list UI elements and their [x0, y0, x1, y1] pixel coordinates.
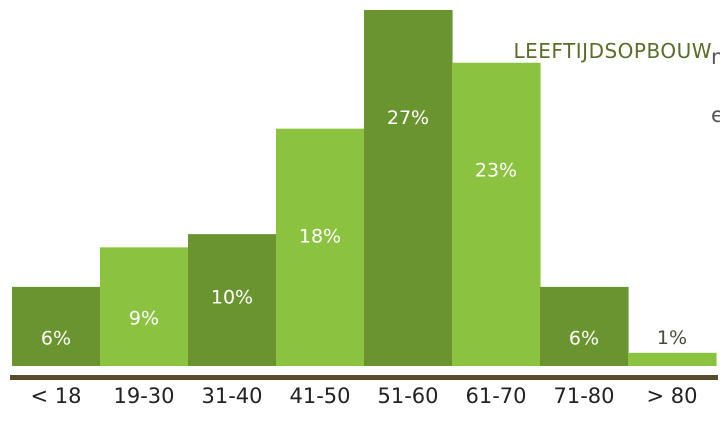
x-tick-label-4: 41-50	[289, 384, 350, 408]
x-axis-baseline	[10, 375, 718, 380]
bar-value-label-2: 9%	[129, 308, 159, 330]
x-tick-label-2: 19-30	[113, 384, 174, 408]
x-tick-label-8: > 80	[647, 384, 698, 408]
bar-1	[12, 286, 101, 366]
bar-value-label-1: 6%	[41, 327, 71, 349]
bar-value-label-5: 27%	[387, 107, 429, 129]
bar-5	[364, 10, 453, 366]
x-tick-label-6: 61-70	[465, 384, 526, 408]
bar-2	[100, 247, 189, 366]
bar-7	[540, 286, 629, 366]
x-tick-labels-group: < 18 19-30 31-40 41-50 51-60 61-70 71-80 > 80	[31, 384, 698, 408]
x-tick-label-3: 31-40	[201, 384, 262, 408]
x-tick-label-1: < 18	[31, 384, 82, 408]
bar-value-label-8: 1%	[657, 327, 687, 349]
bar-4	[276, 128, 365, 366]
bar-6	[452, 62, 541, 367]
clipped-text-line-2: e	[711, 103, 720, 127]
bars-group	[12, 10, 717, 367]
bar-value-label-6: 23%	[475, 160, 517, 182]
bar-3	[188, 234, 277, 366]
bar-labels-group: 6% 9% 10% 18% 27% 23% 6% 1%	[41, 107, 687, 349]
chart-title: LEEFTIJDSOPBOUW	[513, 39, 712, 63]
bar-value-label-4: 18%	[299, 225, 341, 247]
bar-value-label-3: 10%	[211, 287, 253, 309]
bar-value-label-7: 6%	[569, 327, 599, 349]
clipped-text-line-1: n	[711, 45, 720, 69]
x-tick-label-7: 71-80	[553, 384, 614, 408]
x-tick-label-5: 51-60	[377, 384, 438, 408]
bar-8	[628, 352, 717, 366]
